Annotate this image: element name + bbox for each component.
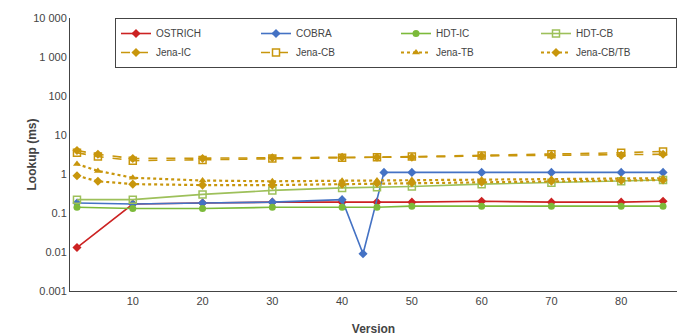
svg-text:OSTRICH: OSTRICH [156,28,201,39]
svg-text:HDT-IC: HDT-IC [436,28,469,39]
svg-text:Jena-IC: Jena-IC [156,47,191,58]
svg-text:60: 60 [476,295,488,307]
svg-text:80: 80 [615,295,627,307]
svg-text:40: 40 [336,295,348,307]
svg-text:Jena-CB/TB: Jena-CB/TB [576,47,631,58]
svg-text:10: 10 [55,129,67,141]
svg-text:0.1: 0.1 [52,207,67,219]
svg-text:Lookup (ms): Lookup (ms) [25,119,39,191]
svg-text:Jena-CB: Jena-CB [296,47,335,58]
svg-text:Jena-TB: Jena-TB [436,47,474,58]
svg-text:0.001: 0.001 [39,285,67,297]
svg-text:70: 70 [545,295,557,307]
svg-text:10: 10 [127,295,139,307]
svg-text:30: 30 [266,295,278,307]
svg-text:Version: Version [352,322,395,336]
svg-text:COBRA: COBRA [296,28,332,39]
svg-text:HDT-CB: HDT-CB [576,28,614,39]
svg-text:1: 1 [61,168,67,180]
svg-text:10 000: 10 000 [33,12,67,24]
svg-text:0.01: 0.01 [45,246,66,258]
svg-text:20: 20 [196,295,208,307]
svg-text:50: 50 [406,295,418,307]
svg-text:100: 100 [48,90,66,102]
svg-text:1 000: 1 000 [39,51,67,63]
